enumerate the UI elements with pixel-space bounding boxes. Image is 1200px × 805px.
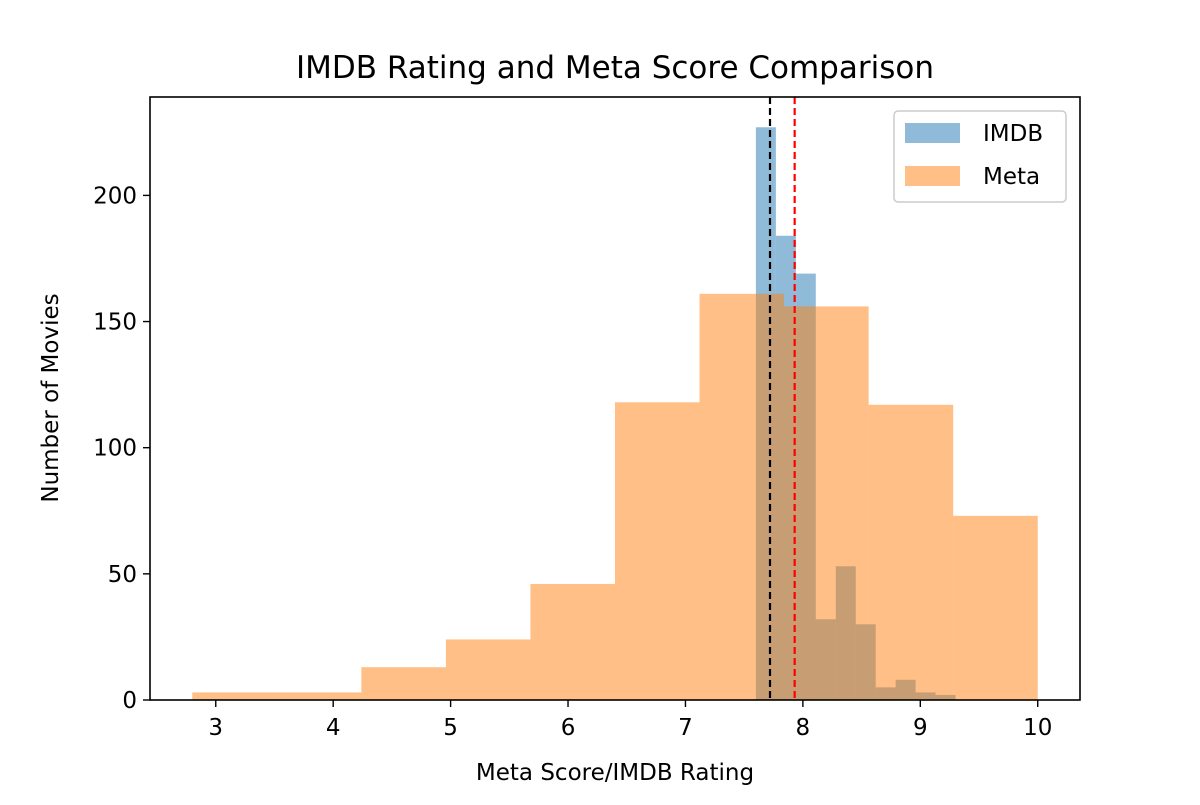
bar-meta-0 xyxy=(192,692,277,700)
legend-swatch-meta xyxy=(905,166,960,186)
chart-title: IMDB Rating and Meta Score Comparison xyxy=(296,50,934,86)
x-tick-label: 5 xyxy=(443,715,458,741)
x-tick-label: 6 xyxy=(561,715,576,741)
bars-layer xyxy=(192,127,1038,701)
bar-meta-3 xyxy=(445,639,531,700)
bar-meta-5 xyxy=(615,402,700,700)
x-tick-label: 10 xyxy=(1023,715,1052,741)
y-tick-label: 100 xyxy=(93,436,137,462)
bar-meta-9 xyxy=(953,515,1038,700)
bar-meta-2 xyxy=(361,667,446,700)
y-tick-label: 0 xyxy=(122,688,137,714)
x-tick-label: 7 xyxy=(678,715,693,741)
legend-label-imdb: IMDB xyxy=(983,121,1043,147)
plot-frame xyxy=(149,96,1081,701)
bar-meta-8 xyxy=(868,404,954,700)
x-tick-label: 8 xyxy=(796,715,811,741)
x-tick-label: 9 xyxy=(913,715,928,741)
legend: IMDB Meta xyxy=(893,110,1067,203)
x-axis-label: Meta Score/IMDB Rating xyxy=(476,760,754,786)
y-axis: 0 50 100 150 200 xyxy=(93,183,150,714)
reference-lines-layer xyxy=(768,97,796,700)
bar-meta-6 xyxy=(699,293,785,700)
legend-swatch-imdb xyxy=(905,123,960,143)
y-tick-label: 200 xyxy=(93,183,137,209)
bar-meta-7 xyxy=(784,306,869,700)
x-tick-label: 4 xyxy=(326,715,341,741)
bar-meta-1 xyxy=(276,692,362,700)
y-axis-label: Number of Movies xyxy=(38,293,64,502)
legend-label-meta: Meta xyxy=(983,164,1040,190)
y-tick-label: 50 xyxy=(108,562,137,588)
x-axis: 3 4 5 6 7 8 9 10 xyxy=(208,700,1052,741)
y-tick-label: 150 xyxy=(93,310,137,336)
bar-meta-4 xyxy=(530,583,615,700)
x-tick-label: 3 xyxy=(208,715,223,741)
